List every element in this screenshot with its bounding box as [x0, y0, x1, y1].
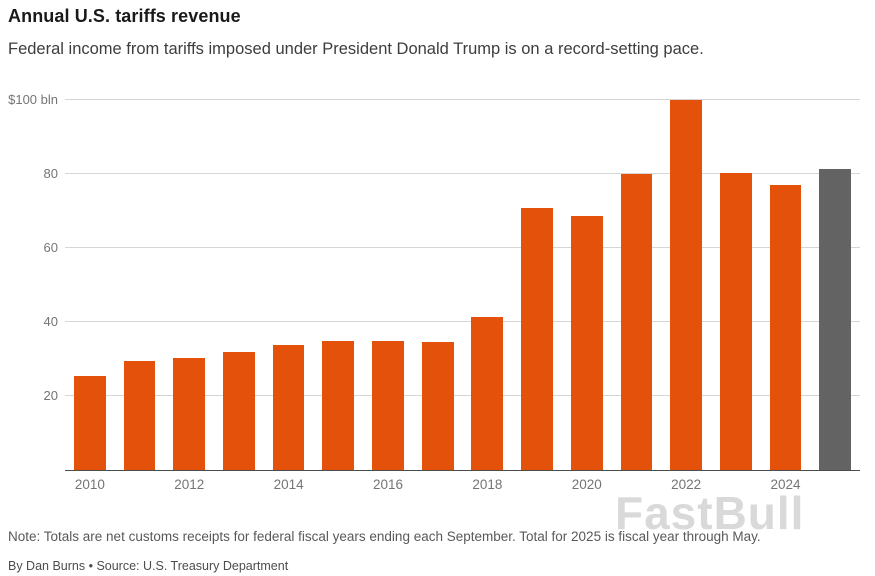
chart-subtitle: Federal income from tariffs imposed unde…	[8, 40, 704, 58]
y-tick-label: 20	[43, 388, 58, 403]
bar-2011	[123, 360, 156, 470]
bar-2023	[719, 172, 752, 470]
bar-slot-2022	[661, 100, 711, 470]
bars-container	[65, 100, 860, 470]
bar-2017	[421, 341, 454, 470]
bar-slot-2025	[810, 100, 860, 470]
x-axis: 2010 2012 2014 2016 2018 2020 2022 2024	[65, 477, 860, 495]
gridline	[65, 99, 860, 100]
bar-slot-2014	[264, 100, 314, 470]
x-tick-label-2021	[612, 477, 662, 495]
bar-slot-2013	[214, 100, 264, 470]
x-tick-label-2025	[810, 477, 860, 495]
bar-slot-2019	[512, 100, 562, 470]
bar-2013	[223, 352, 255, 470]
bar-slot-2012	[164, 100, 214, 470]
y-tick-label: 40	[43, 314, 58, 329]
bar-2014	[272, 344, 305, 470]
x-tick-label-2015	[313, 477, 363, 495]
bar-2015	[322, 340, 355, 470]
bar-2021	[620, 174, 653, 470]
y-axis: 20 40 60 80 $100 bln	[0, 92, 58, 470]
y-tick-label: 60	[43, 240, 58, 255]
x-tick-label-2014: 2014	[273, 477, 304, 492]
chart-note: Note: Totals are net customs receipts fo…	[8, 529, 761, 544]
plot-area	[65, 99, 860, 471]
bar-slot-2021	[612, 100, 662, 470]
byline-source: By Dan Burns • Source: U.S. Treasury Dep…	[8, 559, 289, 573]
bar-slot-2010	[65, 100, 115, 470]
y-tick-label: 80	[43, 166, 58, 181]
gridline	[65, 321, 860, 322]
bar-slot-2018	[463, 100, 513, 470]
bar-2022	[670, 100, 702, 470]
y-tick-label: $100 bln	[8, 92, 58, 107]
x-tick-label-2019	[512, 477, 562, 495]
bar-2019	[521, 208, 553, 470]
bar-2020	[570, 216, 603, 470]
bar-slot-2015	[313, 100, 363, 470]
bar-2012	[173, 357, 206, 470]
x-tick-label-2022: 2022	[671, 477, 702, 492]
bar-2018	[471, 317, 504, 470]
bar-2024	[769, 185, 802, 470]
bar-slot-2024	[761, 100, 811, 470]
x-tick-label-2010: 2010	[74, 477, 105, 492]
x-tick-label-2020: 2020	[571, 477, 602, 492]
gridline	[65, 173, 860, 174]
x-tick-label-2017	[413, 477, 463, 495]
gridline	[65, 395, 860, 396]
bar-2025	[819, 168, 852, 470]
bar-slot-2016	[363, 100, 413, 470]
x-tick-label-2018: 2018	[472, 477, 503, 492]
bar-slot-2023	[711, 100, 761, 470]
x-tick-label-2023	[711, 477, 761, 495]
bar-slot-2020	[562, 100, 612, 470]
x-tick-label-2024: 2024	[770, 477, 801, 492]
bar-2016	[372, 341, 404, 470]
bar-slot-2011	[115, 100, 165, 470]
bar-2010	[73, 376, 106, 470]
bar-slot-2017	[413, 100, 463, 470]
x-tick-label-2016: 2016	[372, 477, 403, 492]
x-tick-label-2013	[214, 477, 264, 495]
gridline	[65, 247, 860, 248]
x-tick-label-2012: 2012	[174, 477, 205, 492]
x-tick-label-2011	[115, 477, 165, 495]
page-title: Annual U.S. tariffs revenue	[8, 6, 241, 26]
